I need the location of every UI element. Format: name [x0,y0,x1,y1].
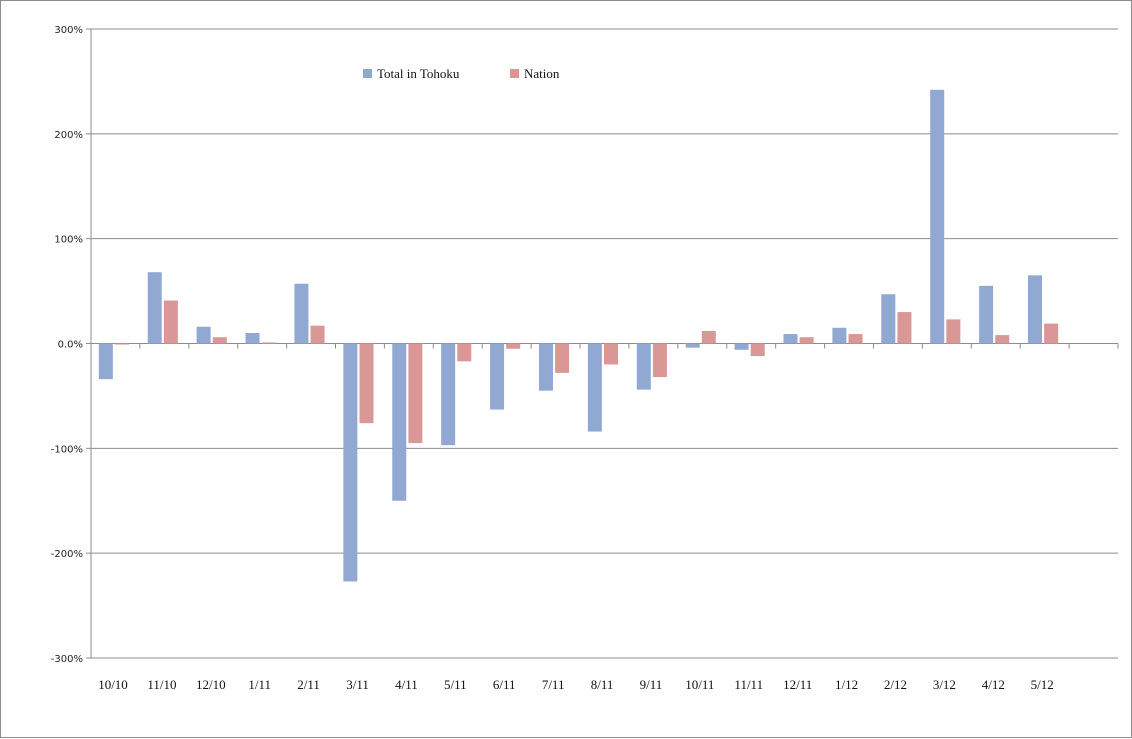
legend-swatch [363,69,372,78]
x-tick-label: 10/11 [685,677,714,692]
x-tick-label: 2/12 [884,677,907,692]
x-tick-label: 8/11 [591,677,614,692]
bar-nation [506,343,521,349]
legend-label: Total in Tohoku [377,66,460,81]
tick-labels: -300% -200% -100% 0.0% 100% 200% 300% 10/10 11/1… [51,25,1054,692]
bar-nation [652,343,667,378]
bar-tohoku [98,343,113,380]
x-tick-label: 2/11 [297,677,320,692]
bar-nation [995,335,1010,344]
bar-tohoku [147,272,162,344]
x-tick-label: 9/11 [640,677,663,692]
x-tick-label: 1/12 [835,677,858,692]
x-tick-label: 5/12 [1031,677,1054,692]
legend: Total in Tohoku Nation [363,66,560,81]
bar-tohoku [930,89,945,344]
y-tick-label: -100% [51,444,83,455]
bar-tohoku [1028,275,1043,344]
y-tick-label: 200% [54,130,83,141]
bar-tohoku [538,343,553,391]
bar-nation [799,337,814,344]
bar-tohoku [783,334,798,344]
bar-nation [946,319,961,344]
x-tick-label: 6/11 [493,677,516,692]
x-tick-label: 12/10 [196,677,226,692]
x-tick-label: 1/11 [248,677,271,692]
y-tick-label: 100% [54,235,83,246]
y-tick-label: -300% [51,654,83,665]
bar-tohoku [734,343,749,350]
legend-label: Nation [524,66,560,81]
x-tick-label: 4/12 [982,677,1005,692]
bar-nation [457,343,472,362]
bar-nation [848,334,863,344]
x-tick-label: 3/12 [933,677,956,692]
x-tick-label: 11/10 [147,677,176,692]
x-tick-label: 10/10 [98,677,128,692]
bar-tohoku [587,343,602,432]
bar-nation [701,330,716,344]
x-tick-label: 11/11 [734,677,763,692]
x-tick-label: 3/11 [346,677,369,692]
bar-nation [750,343,765,357]
bar-nation [604,343,619,365]
bar-nation [212,337,227,344]
bar-tohoku [343,343,358,582]
bar-nation [261,342,276,344]
gridlines [91,28,1118,659]
bar-nation [163,300,178,344]
bar-nation [310,325,325,344]
bars [98,89,1059,582]
bar-nation [897,312,912,344]
x-tick-label: 5/11 [444,677,467,692]
y-tick-label: 300% [54,25,83,36]
bar-nation [555,343,570,373]
bar-tohoku [685,343,700,348]
bar-tohoku [392,343,407,501]
bar-tohoku [636,343,651,390]
bar-tohoku [245,333,260,344]
bar-tohoku [196,326,211,344]
y-tick-label: -200% [51,549,83,560]
bar-tohoku [832,327,847,344]
bar-tohoku [979,285,994,344]
bar-nation [1044,323,1059,344]
x-tick-label: 12/11 [783,677,812,692]
bar-tohoku [294,283,309,344]
x-tick-label: 4/11 [395,677,418,692]
y-tick-label: 0.0% [58,340,83,351]
x-tick-label: 7/11 [542,677,565,692]
bar-tohoku [490,343,505,410]
bar-tohoku [881,294,896,344]
bar-nation [114,343,129,345]
bar-nation [408,343,423,444]
axes [86,28,1119,659]
legend-swatch [510,69,519,78]
bar-nation [359,343,374,424]
bar-tohoku [441,343,456,446]
